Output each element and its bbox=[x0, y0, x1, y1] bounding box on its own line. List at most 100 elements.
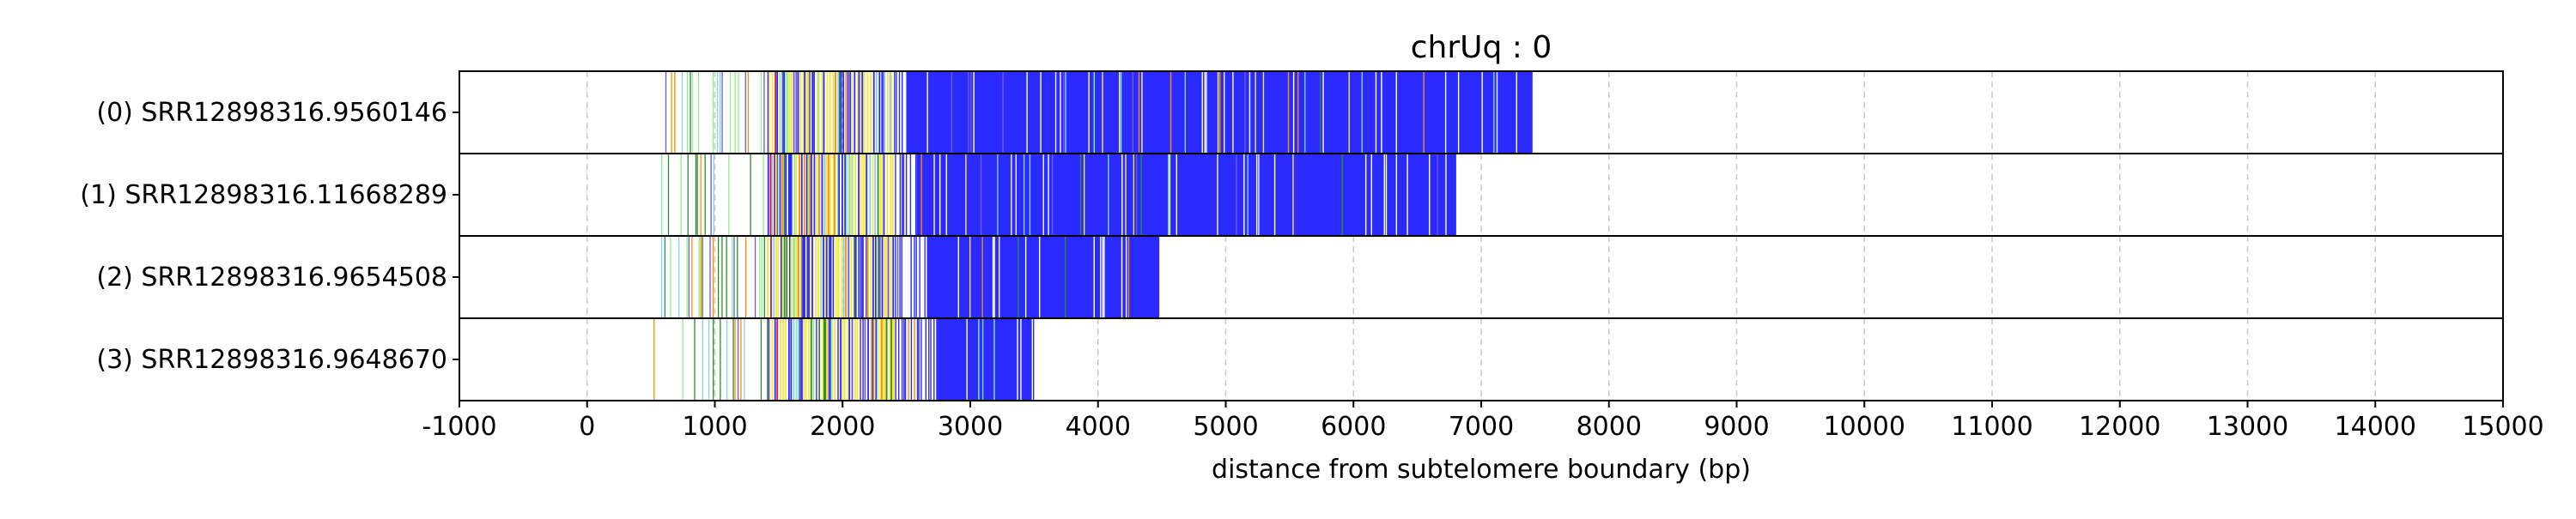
feature-mark bbox=[795, 154, 798, 235]
feature-mark bbox=[1188, 154, 1190, 235]
feature-mark bbox=[1488, 72, 1490, 153]
feature-mark bbox=[801, 237, 804, 317]
feature-mark bbox=[694, 319, 696, 400]
feature-mark bbox=[1014, 237, 1017, 317]
feature-mark bbox=[899, 154, 902, 235]
feature-mark bbox=[1049, 72, 1051, 153]
feature-mark bbox=[1324, 72, 1326, 153]
feature-mark bbox=[864, 319, 866, 400]
feature-mark bbox=[1392, 72, 1394, 153]
feature-mark bbox=[1398, 154, 1400, 235]
feature-mark bbox=[866, 237, 869, 317]
feature-mark bbox=[744, 237, 747, 317]
feature-mark bbox=[925, 319, 927, 400]
feature-mark bbox=[793, 319, 795, 400]
feature-mark bbox=[1485, 72, 1487, 153]
feature-mark bbox=[709, 237, 711, 317]
feature-mark bbox=[845, 72, 848, 153]
feature-mark bbox=[817, 72, 820, 153]
feature-mark bbox=[1010, 237, 1012, 317]
feature-mark bbox=[968, 72, 969, 153]
feature-mark bbox=[1167, 72, 1169, 153]
feature-mark bbox=[1411, 72, 1413, 153]
feature-mark bbox=[1517, 72, 1519, 153]
feature-mark bbox=[793, 237, 796, 317]
feature-mark bbox=[1474, 72, 1477, 153]
feature-mark bbox=[942, 319, 945, 400]
feature-mark bbox=[1224, 154, 1226, 235]
feature-mark bbox=[925, 154, 927, 235]
feature-mark bbox=[1054, 72, 1057, 153]
feature-mark bbox=[817, 72, 818, 153]
feature-mark bbox=[1332, 154, 1334, 235]
feature-mark bbox=[1163, 154, 1166, 235]
feature-mark bbox=[729, 72, 732, 153]
feature-mark bbox=[1353, 72, 1355, 153]
feature-mark bbox=[1370, 154, 1372, 235]
feature-mark bbox=[1404, 154, 1406, 235]
feature-mark bbox=[1238, 72, 1240, 153]
feature-mark bbox=[973, 72, 975, 153]
feature-mark bbox=[862, 319, 864, 400]
feature-mark bbox=[890, 237, 892, 317]
feature-mark bbox=[1111, 72, 1113, 153]
feature-mark bbox=[929, 237, 932, 317]
feature-mark bbox=[973, 319, 975, 400]
x-axis-title: distance from subtelomere boundary (bp) bbox=[1212, 455, 1751, 485]
feature-mark bbox=[1121, 72, 1124, 153]
feature-mark bbox=[890, 72, 893, 153]
feature-mark bbox=[844, 154, 847, 235]
feature-mark bbox=[1262, 72, 1265, 153]
feature-mark bbox=[856, 319, 859, 400]
feature-mark bbox=[826, 319, 829, 400]
feature-mark bbox=[1199, 72, 1200, 153]
feature-mark bbox=[878, 237, 880, 317]
feature-mark bbox=[1334, 154, 1337, 235]
feature-mark bbox=[769, 72, 770, 153]
feature-mark bbox=[942, 154, 945, 235]
feature-mark bbox=[1013, 319, 1016, 400]
feature-mark bbox=[1073, 72, 1076, 153]
feature-mark bbox=[1186, 154, 1188, 235]
feature-mark bbox=[1194, 154, 1196, 235]
feature-mark bbox=[832, 154, 835, 235]
feature-mark bbox=[776, 319, 779, 400]
feature-mark bbox=[1158, 154, 1161, 235]
feature-mark bbox=[860, 237, 862, 317]
feature-mark bbox=[957, 237, 960, 317]
feature-mark bbox=[1165, 154, 1167, 235]
feature-mark bbox=[1030, 237, 1032, 317]
feature-mark bbox=[1352, 154, 1355, 235]
feature-mark bbox=[767, 72, 769, 153]
x-axis-ticks: -1000 0 1000 2000 3000 4000 5000 6000 7000 8000 90… bbox=[422, 401, 2544, 442]
feature-mark bbox=[1013, 237, 1015, 317]
feature-mark bbox=[975, 154, 977, 235]
feature-mark bbox=[1054, 237, 1056, 317]
feature-mark bbox=[760, 319, 762, 400]
feature-mark bbox=[982, 154, 985, 235]
feature-mark bbox=[1251, 72, 1253, 153]
feature-mark bbox=[1246, 72, 1248, 153]
feature-mark bbox=[691, 72, 693, 153]
feature-mark bbox=[1212, 72, 1214, 153]
feature-mark bbox=[1431, 72, 1433, 153]
feature-mark bbox=[1024, 237, 1027, 317]
feature-mark bbox=[863, 72, 866, 153]
feature-mark bbox=[824, 319, 827, 400]
feature-mark bbox=[1365, 72, 1367, 153]
feature-mark bbox=[1028, 237, 1030, 317]
feature-mark bbox=[680, 154, 682, 235]
feature-mark bbox=[1135, 72, 1137, 153]
feature-mark bbox=[1232, 72, 1234, 153]
read-track bbox=[661, 237, 1160, 317]
feature-mark bbox=[1066, 72, 1068, 153]
x-tick-label: 0 bbox=[579, 412, 595, 442]
feature-mark bbox=[854, 319, 856, 400]
feature-mark bbox=[1346, 72, 1348, 153]
feature-mark bbox=[1385, 154, 1388, 235]
feature-mark bbox=[1059, 237, 1060, 317]
feature-mark bbox=[1409, 72, 1411, 153]
feature-mark bbox=[1213, 154, 1216, 235]
feature-mark bbox=[832, 72, 835, 153]
feature-mark bbox=[1444, 72, 1447, 153]
